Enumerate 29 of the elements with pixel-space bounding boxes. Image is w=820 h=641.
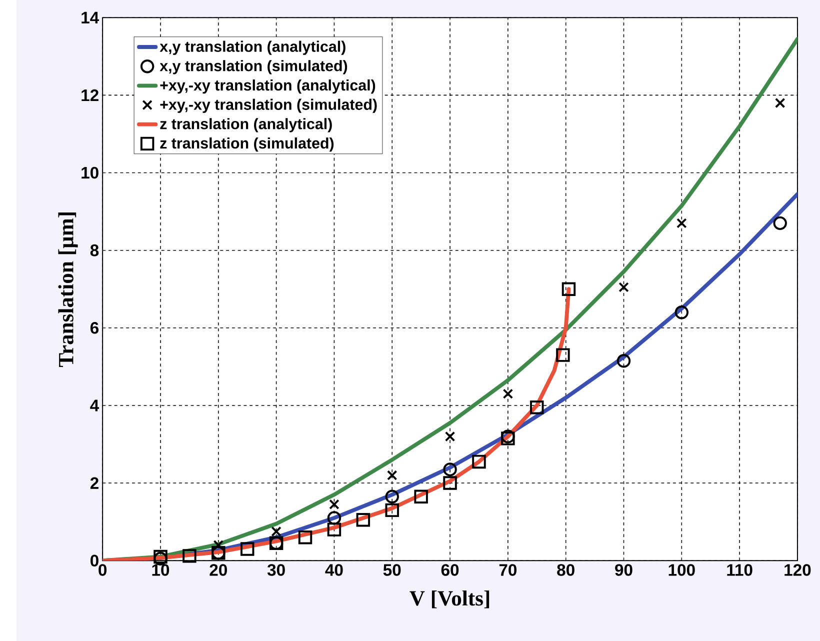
y-tick-label: 4	[90, 400, 100, 412]
x-tick-label: 60	[441, 564, 459, 576]
legend-label: +xy,-xy translation (simulated)	[160, 98, 377, 113]
y-axis-title: Translation [µm]	[58, 212, 78, 367]
x-tick-label: 110	[727, 564, 752, 576]
y-tick-label: 10	[82, 166, 98, 179]
legend-label: x,y translation (analytical)	[160, 40, 346, 55]
x-tick-label: 90	[615, 564, 632, 576]
legend-label: z translation (analytical)	[160, 118, 332, 132]
x-tick-label: 0	[98, 564, 107, 576]
x-tick-label: 30	[267, 564, 285, 576]
y-tick-label: 14	[82, 12, 100, 24]
x-tick-label: 80	[557, 564, 574, 576]
y-tick-label: 0	[90, 554, 98, 567]
legend-label: +xy,-xy translation (analytical)	[160, 79, 376, 94]
x-tick-label: 70	[499, 564, 517, 576]
y-tick-label: 6	[90, 322, 99, 334]
y-tick-label: 8	[90, 244, 99, 256]
x-tick-label: 50	[383, 564, 401, 576]
x-tick-label: 40	[325, 564, 343, 576]
y-tick-label: 2	[90, 477, 98, 489]
x-tick-label: 120	[784, 564, 811, 576]
legend-label: z translation (simulated)	[160, 137, 334, 152]
y-tick-label: 12	[82, 89, 98, 102]
x-tick-label: 100	[668, 564, 695, 576]
x-tick-label: 10	[152, 564, 170, 576]
x-axis-title: V [Volts]	[410, 590, 490, 608]
x-tick-label: 20	[210, 564, 227, 576]
legend-label: x,y translation (simulated)	[160, 60, 348, 74]
